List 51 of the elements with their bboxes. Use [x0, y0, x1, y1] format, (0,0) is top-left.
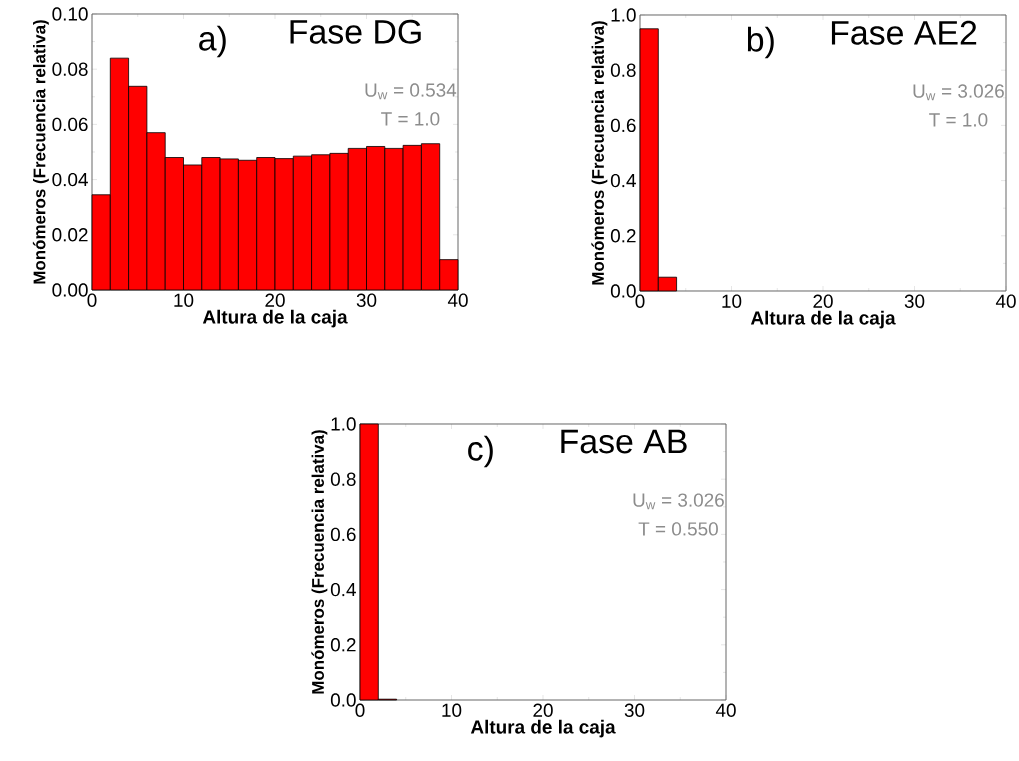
x-tick-label: 30 — [624, 703, 645, 717]
annotation: T = 1.0 — [929, 113, 988, 127]
y-tick-label: 0.4 — [330, 582, 356, 597]
y-tick-label: 0.08 — [52, 62, 88, 76]
x-tick-label: 20 — [533, 703, 553, 717]
x-tick-label: 40 — [715, 703, 736, 717]
y-tick-label: 0.2 — [610, 229, 636, 243]
annotation: T = 0.550 — [638, 522, 718, 536]
annotation: U$_{w}$ = 0.534 — [365, 83, 457, 100]
annotation: U$_{w}$ = 3.026 — [913, 84, 1004, 101]
annotation: T = 1.0 — [381, 112, 440, 126]
chart-title: Fase AB — [561, 429, 687, 454]
x-axis-title: Altura de la caja — [470, 719, 616, 738]
y-tick-label: 0.06 — [52, 117, 88, 132]
annotation: a) — [199, 25, 226, 58]
y-tick-label: 0.4 — [610, 173, 636, 188]
y-tick-label: 0.0 — [330, 693, 356, 707]
y-axis-title: Monómeros (Frecuencia relativa) — [32, 20, 49, 284]
y-tick-label: 0.2 — [330, 638, 356, 652]
x-tick-label: 0 — [87, 293, 97, 307]
annotation: U$_{w}$ = 3.026 — [633, 493, 724, 510]
y-tick-label: 0.10 — [52, 7, 88, 21]
x-tick-label: 10 — [722, 294, 742, 308]
y-tick-label: 0.0 — [610, 284, 636, 298]
annotation: b) — [747, 26, 774, 59]
y-tick-label: 0.8 — [330, 472, 356, 486]
y-tick-label: 1.0 — [611, 8, 636, 22]
x-tick-label: 0 — [635, 294, 645, 308]
x-tick-label: 40 — [995, 294, 1016, 308]
x-axis-title: Altura de la caja — [750, 310, 896, 329]
x-axis-title: Altura de la caja — [202, 309, 348, 328]
y-tick-label: 0.04 — [52, 172, 88, 187]
y-tick-label: 0.00 — [52, 283, 88, 297]
x-tick-label: 10 — [442, 703, 462, 717]
y-axis-title: Monómeros (Frecuencia relativa) — [591, 21, 608, 285]
chart-title: Fase AE2 — [831, 20, 977, 45]
x-tick-label: 10 — [174, 293, 194, 307]
x-tick-label: 20 — [265, 293, 285, 307]
x-tick-label: 30 — [356, 293, 377, 307]
x-tick-label: 40 — [447, 293, 468, 307]
y-tick-label: 0.6 — [330, 527, 356, 542]
y-tick-label: 0.02 — [52, 228, 88, 242]
x-tick-label: 0 — [355, 703, 365, 717]
annotation: c) — [468, 435, 493, 468]
y-tick-label: 0.6 — [610, 118, 636, 133]
x-tick-label: 20 — [813, 294, 833, 308]
chart-title: Fase DG — [290, 19, 421, 44]
y-tick-label: 0.8 — [610, 63, 636, 77]
y-tick-label: 1.0 — [331, 417, 356, 431]
x-tick-label: 30 — [904, 294, 925, 308]
y-axis-title: Monómeros (Frecuencia relativa) — [311, 430, 328, 694]
